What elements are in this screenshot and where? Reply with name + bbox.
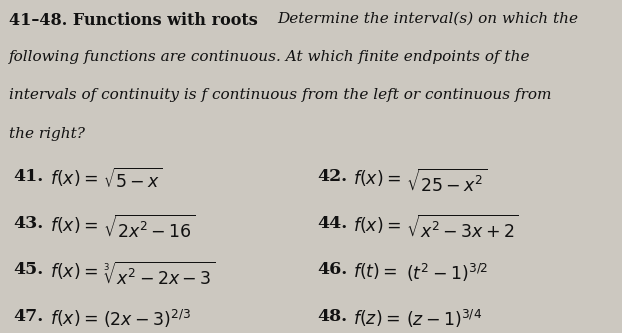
Text: $f(z) = $: $f(z) = $ [353, 308, 400, 328]
Text: 47.: 47. [14, 308, 44, 325]
Text: $\sqrt{25-x^2}$: $\sqrt{25-x^2}$ [406, 168, 487, 195]
Text: $(2x-3)^{2/3}$: $(2x-3)^{2/3}$ [103, 308, 191, 330]
Text: $(z-1)^{3/4}$: $(z-1)^{3/4}$ [406, 308, 482, 330]
Text: $f(x) = $: $f(x) = $ [353, 215, 401, 235]
Text: $(t^2-1)^{3/2}$: $(t^2-1)^{3/2}$ [406, 261, 488, 283]
Text: 48.: 48. [317, 308, 347, 325]
Text: $\sqrt{5-x}$: $\sqrt{5-x}$ [103, 168, 162, 192]
Text: intervals of continuity is f continuous from the left or continuous from: intervals of continuity is f continuous … [9, 88, 551, 102]
Text: following functions are continuous. At which finite endpoints of the: following functions are continuous. At w… [9, 50, 530, 64]
Text: $\sqrt[3]{x^2-2x-3}$: $\sqrt[3]{x^2-2x-3}$ [103, 261, 215, 289]
Text: 46.: 46. [317, 261, 348, 278]
Text: $f(x) = $: $f(x) = $ [50, 215, 98, 235]
Text: $f(x) = $: $f(x) = $ [50, 168, 98, 188]
Text: the right?: the right? [9, 127, 85, 141]
Text: 41.: 41. [14, 168, 44, 185]
Text: 41–48. Functions with roots: 41–48. Functions with roots [9, 12, 258, 29]
Text: $f(t) = $: $f(t) = $ [353, 261, 398, 281]
Text: $\sqrt{2x^2-16}$: $\sqrt{2x^2-16}$ [103, 215, 195, 242]
Text: 45.: 45. [14, 261, 44, 278]
Text: $f(x) = $: $f(x) = $ [50, 308, 98, 328]
Text: $\sqrt{x^2-3x+2}$: $\sqrt{x^2-3x+2}$ [406, 215, 519, 242]
Text: 43.: 43. [14, 215, 44, 232]
Text: Determine the interval(s) on which the: Determine the interval(s) on which the [277, 12, 578, 26]
Text: 44.: 44. [317, 215, 348, 232]
Text: 42.: 42. [317, 168, 347, 185]
Text: $f(x) = $: $f(x) = $ [353, 168, 401, 188]
Text: $f(x) = $: $f(x) = $ [50, 261, 98, 281]
